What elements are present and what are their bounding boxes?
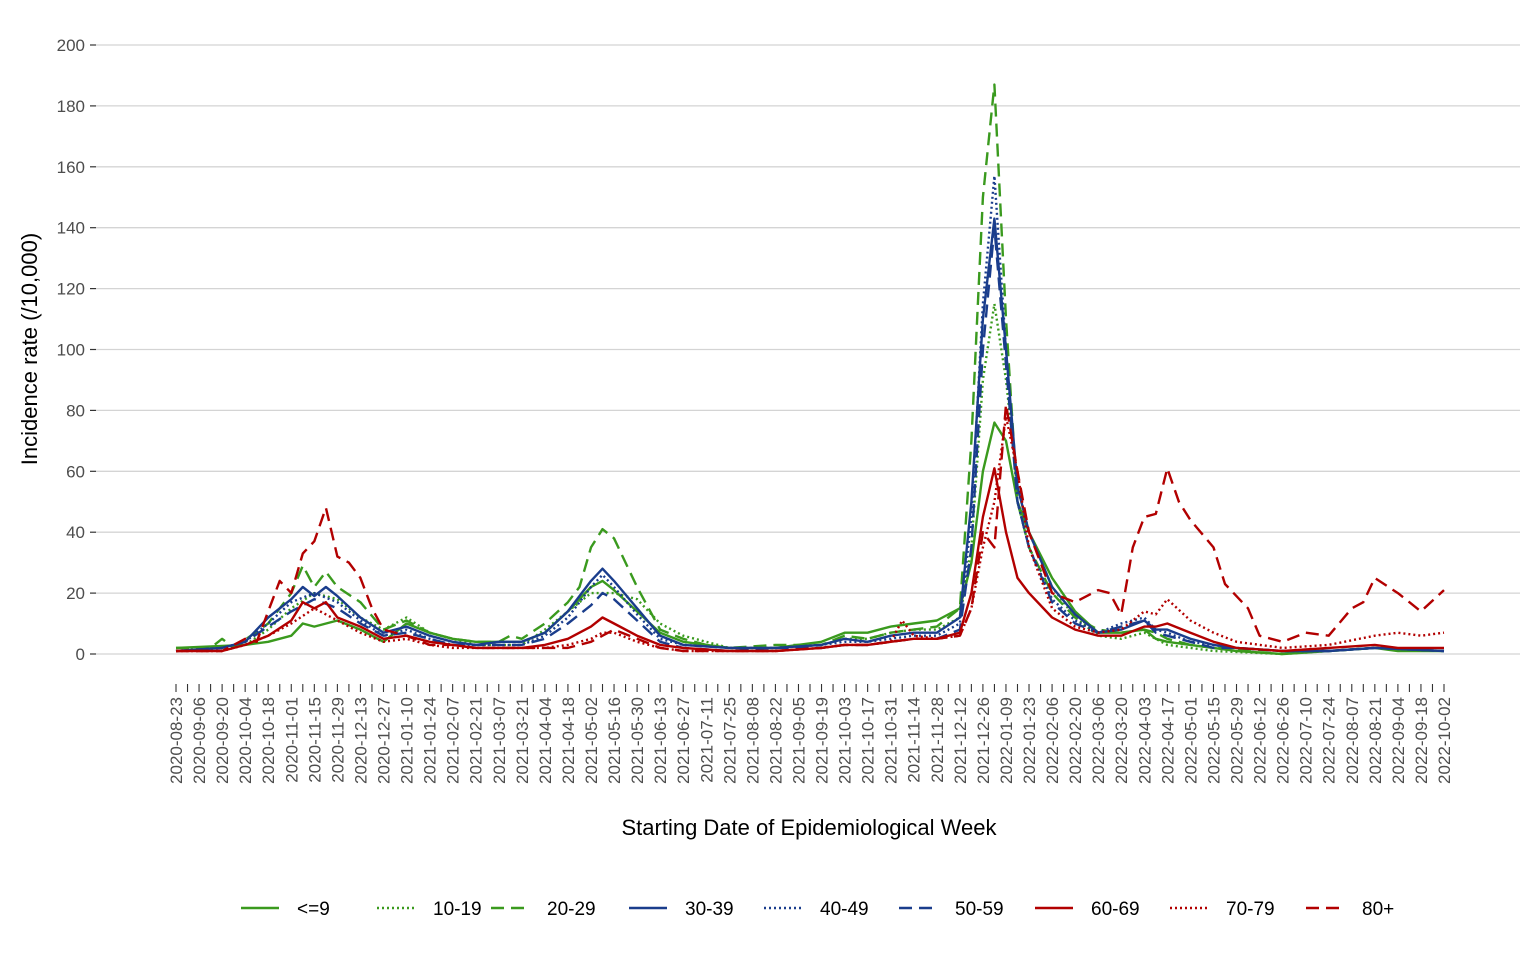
x-tick-label: 2020-11-29 bbox=[328, 697, 347, 783]
series-line-4 bbox=[175, 174, 1445, 653]
x-tick-label: 2021-06-27 bbox=[674, 697, 693, 784]
legend-label-5: 50-59 bbox=[955, 899, 1004, 920]
y-tick-label: 0 bbox=[76, 645, 85, 664]
x-tick-label: 2021-04-04 bbox=[536, 697, 555, 784]
x-tick-label: 2021-09-05 bbox=[789, 697, 808, 784]
legend-label-3: 30-39 bbox=[685, 899, 734, 920]
x-tick-label: 2022-02-06 bbox=[1043, 697, 1062, 784]
y-tick-label: 180 bbox=[57, 97, 85, 116]
series-line-5 bbox=[175, 226, 1445, 653]
x-tick-label: 2021-05-30 bbox=[628, 697, 647, 784]
y-tick-label: 20 bbox=[66, 584, 85, 603]
x-tick-label: 2020-09-06 bbox=[190, 697, 209, 784]
x-tick-label: 2021-05-16 bbox=[605, 697, 624, 784]
x-tick-label: 2021-03-07 bbox=[490, 697, 509, 784]
y-axis-title: Incidence rate (/10,000) bbox=[17, 233, 42, 465]
x-tick-label: 2022-02-20 bbox=[1066, 697, 1085, 784]
x-tick-label: 2022-03-06 bbox=[1089, 697, 1108, 784]
x-tick-label: 2022-05-01 bbox=[1181, 697, 1200, 784]
x-tick-label: 2021-01-10 bbox=[398, 697, 417, 784]
x-tick-label: 2020-08-23 bbox=[167, 697, 186, 784]
y-axis-ticks: 0 20 40 60 80 100 120 140 160 180 200 bbox=[57, 36, 96, 664]
legend-label-7: 70-79 bbox=[1226, 899, 1275, 920]
x-tick-label: 2021-02-21 bbox=[467, 697, 486, 784]
x-tick-label: 2022-01-09 bbox=[997, 697, 1016, 784]
legend-label-4: 40-49 bbox=[820, 899, 869, 920]
y-tick-label: 120 bbox=[57, 280, 85, 299]
grid-lines bbox=[96, 44, 1520, 655]
x-axis-title: Starting Date of Epidemiological Week bbox=[621, 815, 997, 840]
legend-label-0: <=9 bbox=[297, 899, 330, 920]
x-tick-label: 2020-11-15 bbox=[305, 697, 324, 783]
x-tick-label: 2022-05-29 bbox=[1228, 697, 1247, 784]
series-line-7 bbox=[176, 415, 1445, 653]
x-tick-label: 2020-12-13 bbox=[351, 697, 370, 784]
legend-label-2: 20-29 bbox=[547, 899, 596, 920]
series-line-2 bbox=[176, 83, 1445, 653]
x-tick-label: 2021-05-02 bbox=[582, 697, 601, 784]
y-tick-label: 60 bbox=[66, 462, 85, 481]
x-tick-label: 2021-04-18 bbox=[559, 697, 578, 784]
series-line-1 bbox=[175, 302, 1445, 656]
x-tick-label: 2021-10-31 bbox=[882, 697, 901, 784]
y-tick-label: 140 bbox=[57, 219, 85, 238]
x-tick-label: 2022-09-18 bbox=[1412, 697, 1431, 784]
x-tick-label: 2022-01-23 bbox=[1020, 697, 1039, 784]
x-tick-label: 2022-07-24 bbox=[1320, 697, 1339, 784]
x-tick-label: 2020-11-01 bbox=[282, 697, 301, 783]
x-tick-label: 2022-04-03 bbox=[1135, 697, 1154, 784]
x-tick-label: 2021-12-26 bbox=[974, 697, 993, 784]
x-tick-label: 2021-06-13 bbox=[651, 697, 670, 784]
legend: <=9 10-19 20-29 30-39 40-49 50-59 60-69 70-79 80… bbox=[241, 899, 1394, 920]
x-tick-label: 2020-10-04 bbox=[236, 697, 255, 784]
y-tick-label: 40 bbox=[66, 523, 85, 542]
x-tick-label: 2021-10-03 bbox=[836, 697, 855, 784]
y-tick-label: 160 bbox=[57, 158, 85, 177]
x-tick-label: 2022-07-10 bbox=[1297, 697, 1316, 784]
x-tick-label: 2020-12-27 bbox=[374, 697, 393, 784]
x-axis-ticks: 2020-08-23 2020-09-06 2020-09-20 2020-10-04… bbox=[167, 684, 1454, 784]
x-tick-label: 2021-12-12 bbox=[951, 697, 970, 784]
y-tick-label: 100 bbox=[57, 341, 85, 360]
x-tick-label: 2022-08-21 bbox=[1366, 697, 1385, 784]
legend-label-1: 10-19 bbox=[433, 899, 482, 920]
x-tick-label: 2022-08-07 bbox=[1343, 697, 1362, 784]
series-lines bbox=[175, 83, 1445, 656]
x-tick-label: 2021-08-22 bbox=[766, 697, 785, 784]
x-tick-label: 2021-10-17 bbox=[859, 697, 878, 784]
x-tick-label: 2022-04-17 bbox=[1158, 697, 1177, 784]
x-tick-label: 2022-05-15 bbox=[1204, 697, 1223, 784]
x-tick-label: 2021-01-24 bbox=[421, 697, 440, 784]
x-tick-label: 2021-07-11 bbox=[697, 697, 716, 783]
y-tick-label: 200 bbox=[57, 36, 85, 55]
x-tick-label: 2021-11-28 bbox=[928, 697, 947, 783]
legend-label-6: 60-69 bbox=[1091, 899, 1140, 920]
x-tick-label: 2022-06-12 bbox=[1251, 697, 1270, 784]
series-line-8 bbox=[176, 403, 1445, 653]
x-tick-label: 2021-09-19 bbox=[813, 697, 832, 784]
x-tick-label: 2022-09-04 bbox=[1389, 697, 1408, 784]
legend-label-8: 80+ bbox=[1362, 899, 1394, 920]
x-tick-label: 2022-03-20 bbox=[1112, 697, 1131, 784]
x-tick-label: 2022-10-02 bbox=[1435, 697, 1454, 784]
series-line-3 bbox=[175, 217, 1445, 653]
x-tick-label: 2021-07-25 bbox=[720, 697, 739, 784]
x-tick-label: 2020-09-20 bbox=[213, 697, 232, 784]
y-tick-label: 80 bbox=[66, 401, 85, 420]
x-tick-label: 2022-06-26 bbox=[1274, 697, 1293, 784]
x-tick-label: 2021-08-08 bbox=[743, 697, 762, 784]
x-tick-label: 2021-11-14 bbox=[905, 697, 924, 783]
x-tick-label: 2020-10-18 bbox=[259, 697, 278, 784]
x-tick-label: 2021-03-21 bbox=[513, 697, 532, 784]
x-tick-label: 2021-02-07 bbox=[444, 697, 463, 784]
